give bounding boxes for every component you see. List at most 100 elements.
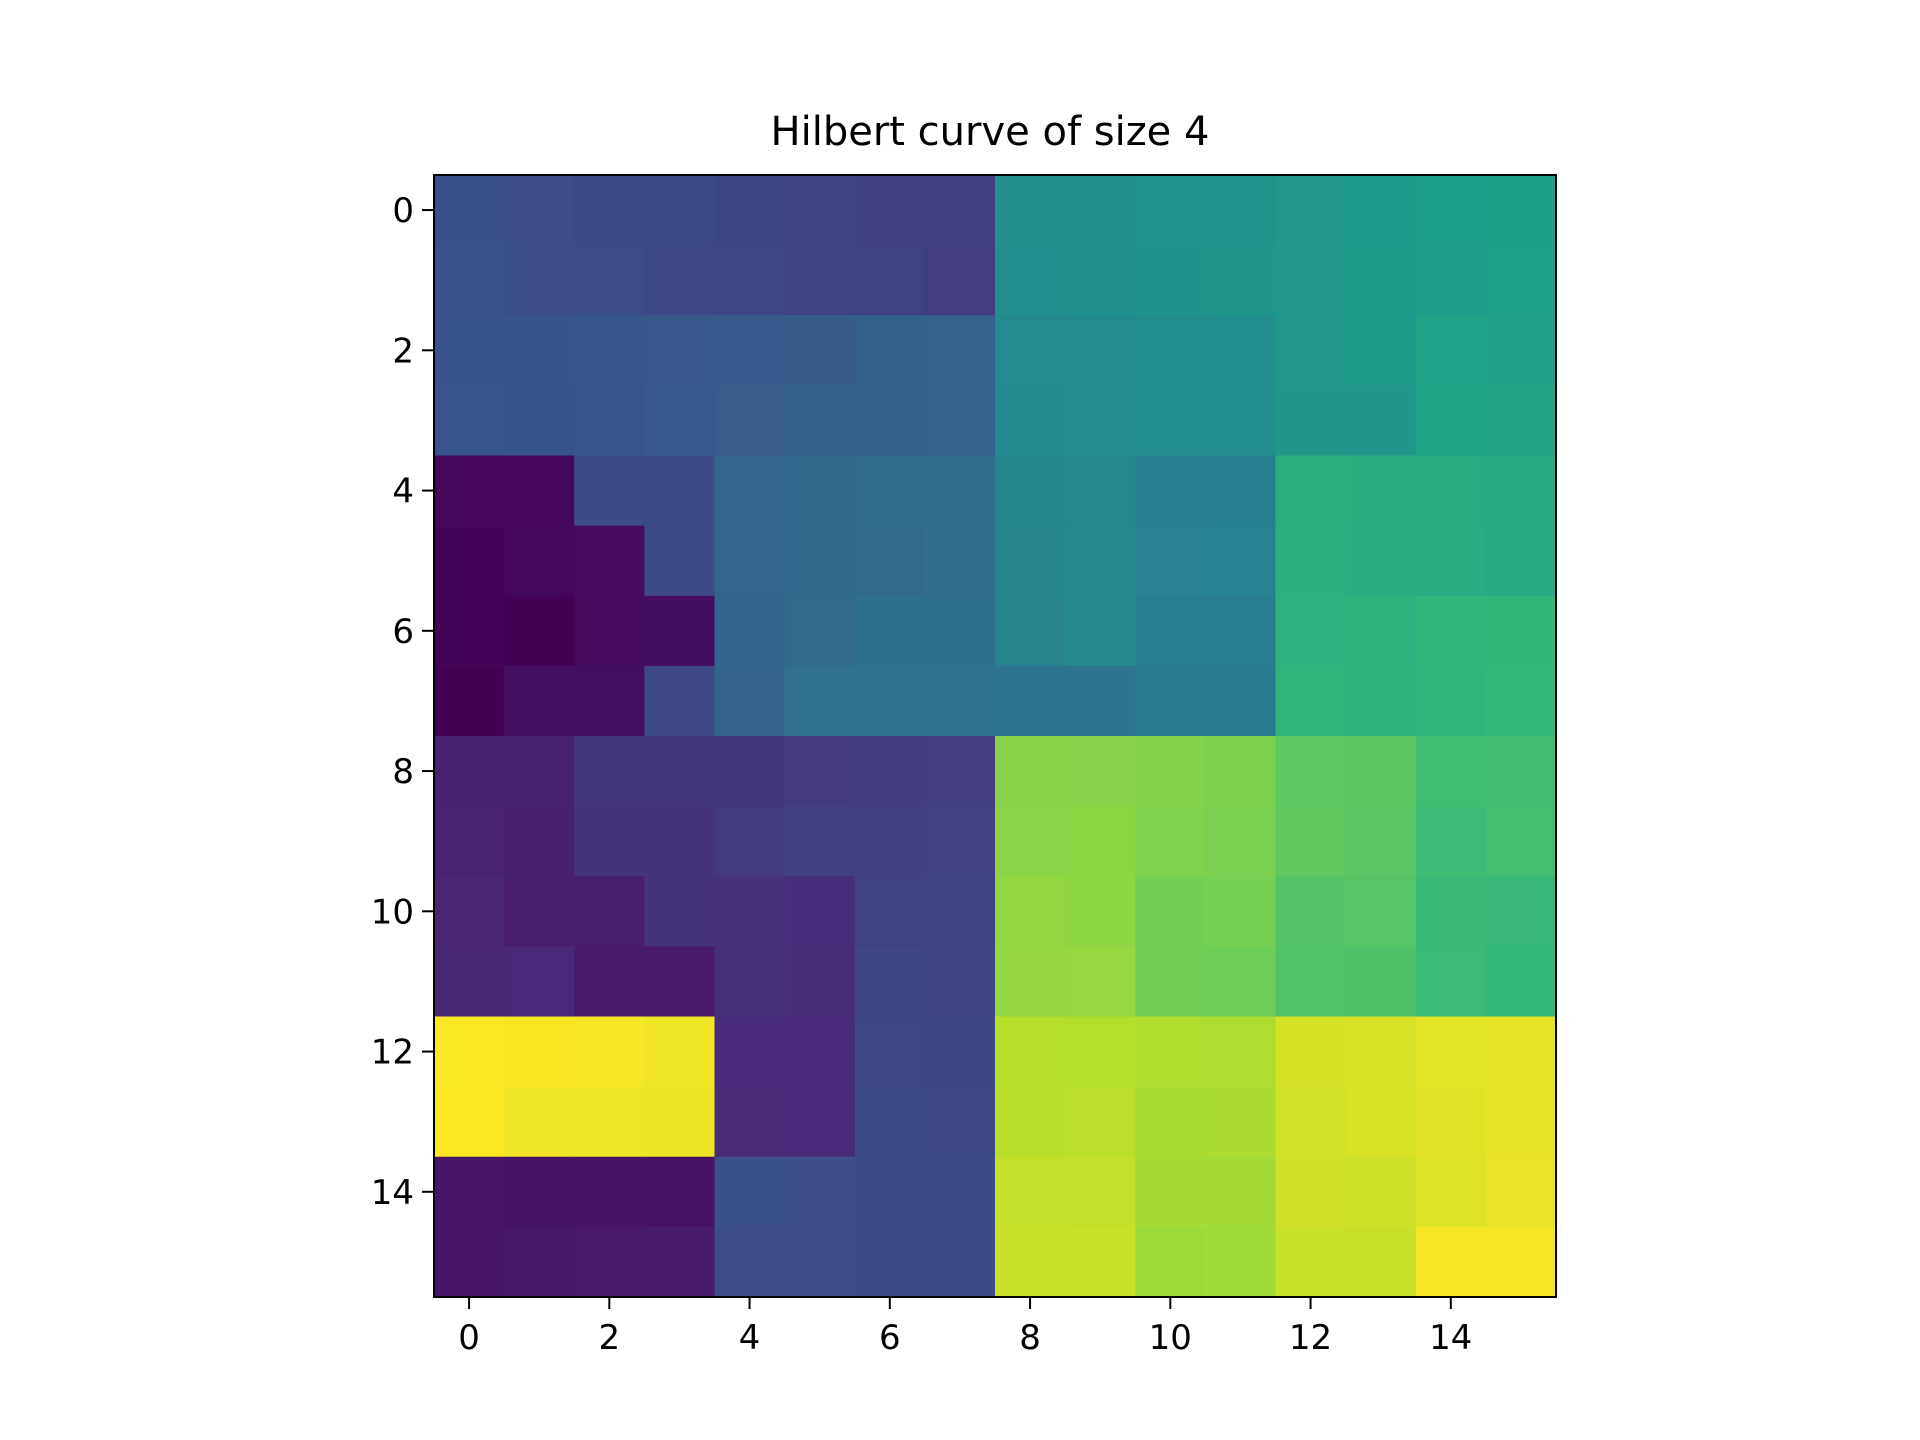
heatmap-cell [644,665,716,737]
heatmap-cell [1275,1016,1347,1088]
heatmap-cell [714,946,786,1018]
heatmap-cell [1205,1156,1277,1228]
heatmap-cell [1415,315,1487,386]
heatmap-cell [854,1156,926,1228]
heatmap-cell [1485,385,1557,457]
heatmap-cell [924,315,996,386]
heatmap-cell [504,806,575,877]
heatmap-cell [714,175,786,246]
x-tick-label: 8 [1019,1318,1041,1358]
heatmap-cell [1065,1226,1136,1298]
heatmap-cell [1275,806,1347,877]
x-tick-label: 6 [879,1318,901,1358]
y-tick-label: 12 [371,1033,414,1073]
heatmap-cell [995,946,1066,1018]
heatmap-cell [1345,455,1417,527]
heatmap-cell [1065,1016,1136,1088]
heatmap-cell [995,455,1066,527]
heatmap-cell [924,1086,996,1158]
heatmap-cell [1345,1016,1417,1088]
heatmap-cell [1415,1156,1487,1228]
heatmap-cell [924,455,996,527]
heatmap-cell [1415,525,1487,597]
heatmap-cell [784,665,856,737]
heatmap-cell [1065,455,1136,527]
heatmap-cell [924,876,996,947]
heatmap-cell [574,315,645,386]
heatmap-cell [1275,1086,1347,1158]
heatmap-cell [1205,806,1277,877]
heatmap-cell [784,1226,856,1298]
heatmap-cell [644,876,716,947]
heatmap-cell [434,525,505,597]
heatmap-cell [995,1156,1066,1228]
heatmap-cell [1275,385,1347,457]
heatmap-cell [995,736,1066,807]
heatmap-cell [1345,876,1417,947]
heatmap-cell [1135,175,1206,246]
heatmap-cell [1205,175,1277,246]
heatmap-cell [714,455,786,527]
heatmap-cell [644,455,716,527]
y-tick-label: 2 [392,331,414,371]
heatmap-cell [714,525,786,597]
heatmap-cell [854,385,926,457]
heatmap-cell [784,1156,856,1228]
heatmap-cell [574,525,645,597]
heatmap-cell [1275,245,1347,316]
heatmap-cell [504,455,575,527]
heatmap-cell [1065,595,1136,667]
heatmap-cell [1275,946,1347,1018]
heatmap-cell [1485,736,1557,807]
heatmap-cell [924,385,996,457]
heatmap-cell [574,665,645,737]
heatmap-cell [714,665,786,737]
heatmap-cell [504,315,575,386]
y-tick-label: 0 [392,191,414,231]
plot-frame [433,174,1557,1298]
heatmap-cell [644,525,716,597]
y-tick-label: 10 [371,892,414,932]
heatmap-cell [854,806,926,877]
heatmap-cell [574,455,645,527]
heatmap-cell [644,175,716,246]
heatmap-cell [714,385,786,457]
heatmap-cell [1345,595,1417,667]
heatmap-cell [1415,736,1487,807]
heatmap-cell [854,1226,926,1298]
heatmap-cell [1135,876,1206,947]
heatmap-cell [784,175,856,246]
heatmap-cell [574,245,645,316]
heatmap-cell [1345,806,1417,877]
heatmap-cell [714,736,786,807]
x-axis: 0 2 4 6 8 10 12 14 [458,1297,1472,1358]
heatmap-cell [1205,736,1277,807]
heatmap-cell [1415,595,1487,667]
heatmap-cell [1485,946,1557,1018]
heatmap-cell [784,876,856,947]
y-tick-label: 6 [392,612,414,652]
heatmap-cell [1135,736,1206,807]
heatmap-cell [1415,1226,1487,1298]
heatmap-cell [995,175,1066,246]
heatmap-cell [924,665,996,737]
heatmap-cell [1135,665,1206,737]
heatmap-cell [995,1226,1066,1298]
heatmap-cell [1275,455,1347,527]
heatmap-cell [854,1016,926,1088]
heatmap-cell [995,806,1066,877]
heatmap-cell [1485,315,1557,386]
heatmap-cell [504,245,575,316]
heatmap-cell [1065,876,1136,947]
heatmap-cell [1135,455,1206,527]
x-tick-label: 2 [598,1318,620,1358]
heatmap-cell [1415,665,1487,737]
heatmap-cell [854,245,926,316]
heatmap-cell [924,1226,996,1298]
heatmap-cell [1135,525,1206,597]
heatmap-cell [854,315,926,386]
heatmap-cell [924,806,996,877]
heatmap-cell [1065,806,1136,877]
heatmap-cell [924,595,996,667]
